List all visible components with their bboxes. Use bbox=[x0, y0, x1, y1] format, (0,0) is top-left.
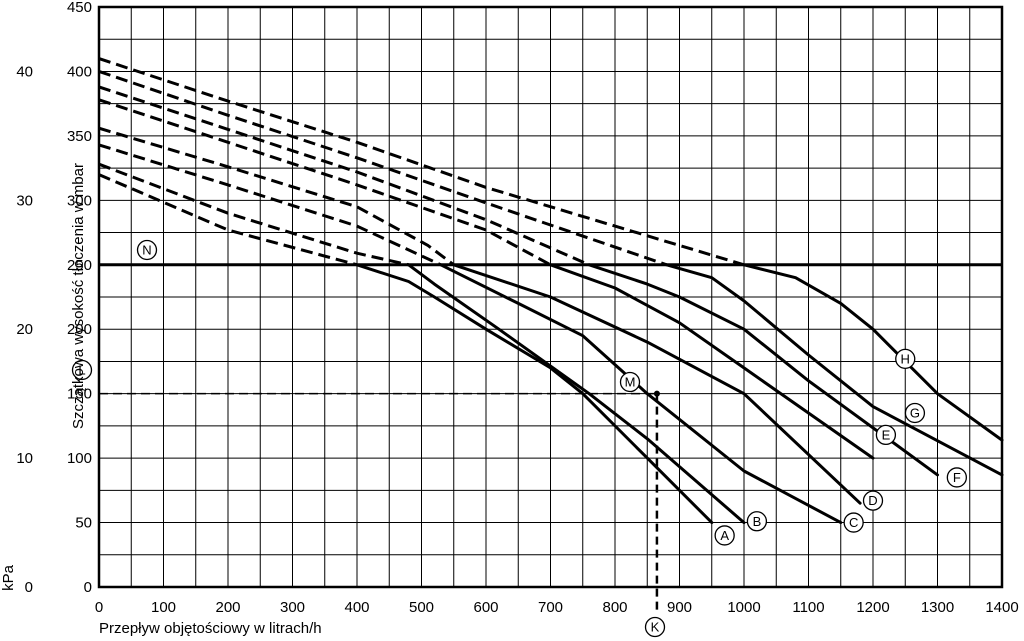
x-tick-label: 700 bbox=[538, 599, 563, 616]
y-tick-label-kpa: 0 bbox=[25, 579, 33, 596]
x-tick-label: 1100 bbox=[792, 599, 824, 616]
x-tick-label: 1200 bbox=[856, 599, 889, 616]
series-label-A: A bbox=[714, 525, 735, 546]
curve-C-solid bbox=[439, 263, 843, 525]
y-tick-labels-mbar: 0 50 100 150 200 250 300 350 400 450 bbox=[67, 0, 92, 596]
series-label-E-circle bbox=[875, 424, 897, 446]
curve-A-dashed bbox=[98, 173, 358, 267]
curve-F-dashed bbox=[98, 85, 590, 267]
callout-N-text: N bbox=[142, 243, 151, 258]
y-tick-label-mbar: 450 bbox=[67, 0, 92, 16]
curve-F-solid bbox=[587, 263, 939, 477]
x-tick-label: 500 bbox=[409, 599, 434, 616]
y-tick-label-mbar: 100 bbox=[67, 450, 92, 467]
callout-K-text: K bbox=[651, 620, 660, 635]
y2-axis-title: kPa bbox=[0, 564, 17, 591]
series-label-B-text: B bbox=[753, 514, 762, 529]
y-tick-label-mbar: 150 bbox=[67, 386, 92, 403]
curve-B-dashed bbox=[98, 162, 409, 267]
callout-M: M bbox=[619, 371, 641, 393]
curve-G-dashed bbox=[98, 69, 668, 267]
curve-series bbox=[98, 57, 1004, 525]
series-labels: A B CD E F G H bbox=[714, 348, 967, 546]
curve-G-solid bbox=[665, 263, 1004, 477]
series-label-H-text: H bbox=[901, 351, 910, 366]
curve-B-solid bbox=[407, 263, 746, 525]
plot-frame bbox=[97, 5, 1004, 589]
series-label-B: B bbox=[746, 511, 768, 532]
series-label-G-text: G bbox=[910, 406, 920, 421]
y-tick-label-kpa: 20 bbox=[16, 321, 33, 338]
curve-H-solid bbox=[742, 263, 1004, 442]
x-axis-title: Przepływ objętościowy w litrach/h bbox=[99, 620, 322, 637]
y-tick-label-mbar: 250 bbox=[67, 257, 92, 274]
callout-L: L bbox=[71, 359, 93, 381]
x-tick-label: 600 bbox=[473, 599, 498, 616]
x-tick-label: 1300 bbox=[921, 599, 954, 616]
series-label-B-circle bbox=[746, 511, 768, 532]
curve-H-dashed bbox=[98, 57, 745, 267]
y-tick-label-mbar: 0 bbox=[84, 579, 92, 596]
x-tick-label: 1400 bbox=[985, 599, 1018, 616]
series-label-F-circle bbox=[946, 467, 967, 488]
callout-M-text: M bbox=[625, 375, 636, 390]
callout-N: N bbox=[136, 239, 158, 261]
series-label-A-circle bbox=[714, 525, 735, 546]
series-label-G: G bbox=[904, 402, 926, 424]
y-tick-label-kpa: 10 bbox=[16, 450, 33, 467]
curve-E-dashed bbox=[98, 98, 552, 267]
series-label-D-circle bbox=[862, 490, 884, 511]
y-tick-label-kpa: 40 bbox=[16, 63, 33, 80]
series-label-C: C bbox=[843, 512, 864, 533]
x-tick-label: 800 bbox=[602, 599, 627, 616]
y-tick-label-mbar: 350 bbox=[67, 128, 92, 145]
callout-L-text: L bbox=[78, 363, 85, 378]
curve-C-dashed bbox=[98, 143, 442, 267]
series-label-F-text: F bbox=[953, 470, 961, 485]
series-label-G-circle bbox=[904, 402, 926, 424]
operating-point-guides bbox=[99, 390, 660, 612]
y-axis-title: Szczątkowa wysokość tłoczenia w mbar bbox=[70, 163, 87, 429]
series-label-H: H bbox=[895, 348, 916, 370]
x-tick-label: 300 bbox=[280, 599, 305, 616]
series-label-E-text: E bbox=[882, 427, 891, 442]
series-label-C-text: C bbox=[849, 515, 858, 530]
series-label-F: F bbox=[946, 467, 967, 488]
x-tick-label: 900 bbox=[667, 599, 692, 616]
y-tick-labels-kpa: 0 10 20 30 40 bbox=[16, 63, 33, 596]
x-tick-label: 400 bbox=[344, 599, 369, 616]
callout-K: K bbox=[644, 616, 666, 638]
y-tick-label-mbar: 300 bbox=[67, 192, 92, 209]
series-label-A-text: A bbox=[720, 528, 729, 543]
curve-D-solid bbox=[452, 263, 862, 505]
series-label-E: E bbox=[875, 424, 897, 446]
series-label-H-circle bbox=[895, 348, 916, 370]
series-label-D-text: D bbox=[868, 493, 877, 508]
curve-A-solid bbox=[355, 263, 714, 525]
y-tick-label-mbar: 50 bbox=[75, 515, 92, 532]
curve-D-dashed bbox=[98, 126, 455, 267]
x-tick-label: 0 bbox=[95, 599, 103, 616]
y-tick-label-kpa: 30 bbox=[16, 192, 33, 209]
y-tick-label-mbar: 200 bbox=[67, 321, 92, 338]
curve-E-solid bbox=[549, 263, 875, 460]
series-label-D: D bbox=[862, 490, 884, 511]
callout-N-circle bbox=[136, 239, 158, 261]
x-tick-label: 1000 bbox=[727, 599, 760, 616]
operating-point-marker bbox=[653, 390, 660, 397]
y-tick-label-mbar: 400 bbox=[67, 63, 92, 80]
x-tick-label: 100 bbox=[151, 599, 176, 616]
callouts: K L M N bbox=[71, 239, 666, 638]
x-tick-label: 200 bbox=[215, 599, 240, 616]
callout-M-circle bbox=[619, 371, 641, 393]
series-label-C-circle bbox=[843, 512, 864, 533]
callout-K-circle bbox=[644, 616, 666, 638]
x-tick-labels: 0 100 200 300 400 500 600 700 800 900 1000 1100 1200… bbox=[95, 599, 1019, 616]
callout-L-circle bbox=[71, 359, 93, 381]
